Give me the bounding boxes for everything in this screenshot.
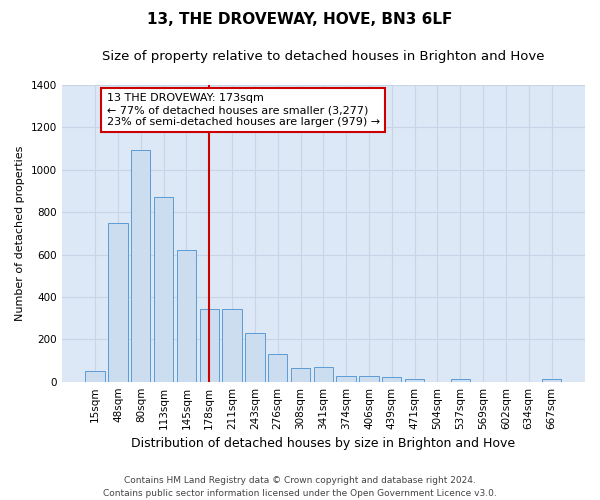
Text: 13 THE DROVEWAY: 173sqm
← 77% of detached houses are smaller (3,277)
23% of semi: 13 THE DROVEWAY: 173sqm ← 77% of detache… — [107, 94, 380, 126]
Bar — [542, 379, 561, 382]
Title: Size of property relative to detached houses in Brighton and Hove: Size of property relative to detached ho… — [102, 50, 545, 63]
Text: Contains HM Land Registry data © Crown copyright and database right 2024.
Contai: Contains HM Land Registry data © Crown c… — [103, 476, 497, 498]
Bar — [268, 354, 287, 382]
Bar — [291, 368, 310, 382]
Y-axis label: Number of detached properties: Number of detached properties — [15, 146, 25, 321]
Bar — [337, 376, 356, 382]
Bar — [108, 222, 128, 382]
Bar — [154, 198, 173, 382]
Bar — [405, 379, 424, 382]
X-axis label: Distribution of detached houses by size in Brighton and Hove: Distribution of detached houses by size … — [131, 437, 515, 450]
Bar — [85, 371, 105, 382]
Text: 13, THE DROVEWAY, HOVE, BN3 6LF: 13, THE DROVEWAY, HOVE, BN3 6LF — [148, 12, 452, 28]
Bar — [359, 376, 379, 382]
Bar — [177, 250, 196, 382]
Bar — [451, 379, 470, 382]
Bar — [382, 378, 401, 382]
Bar — [200, 308, 219, 382]
Bar — [245, 334, 265, 382]
Bar — [314, 367, 333, 382]
Bar — [223, 308, 242, 382]
Bar — [131, 150, 151, 382]
